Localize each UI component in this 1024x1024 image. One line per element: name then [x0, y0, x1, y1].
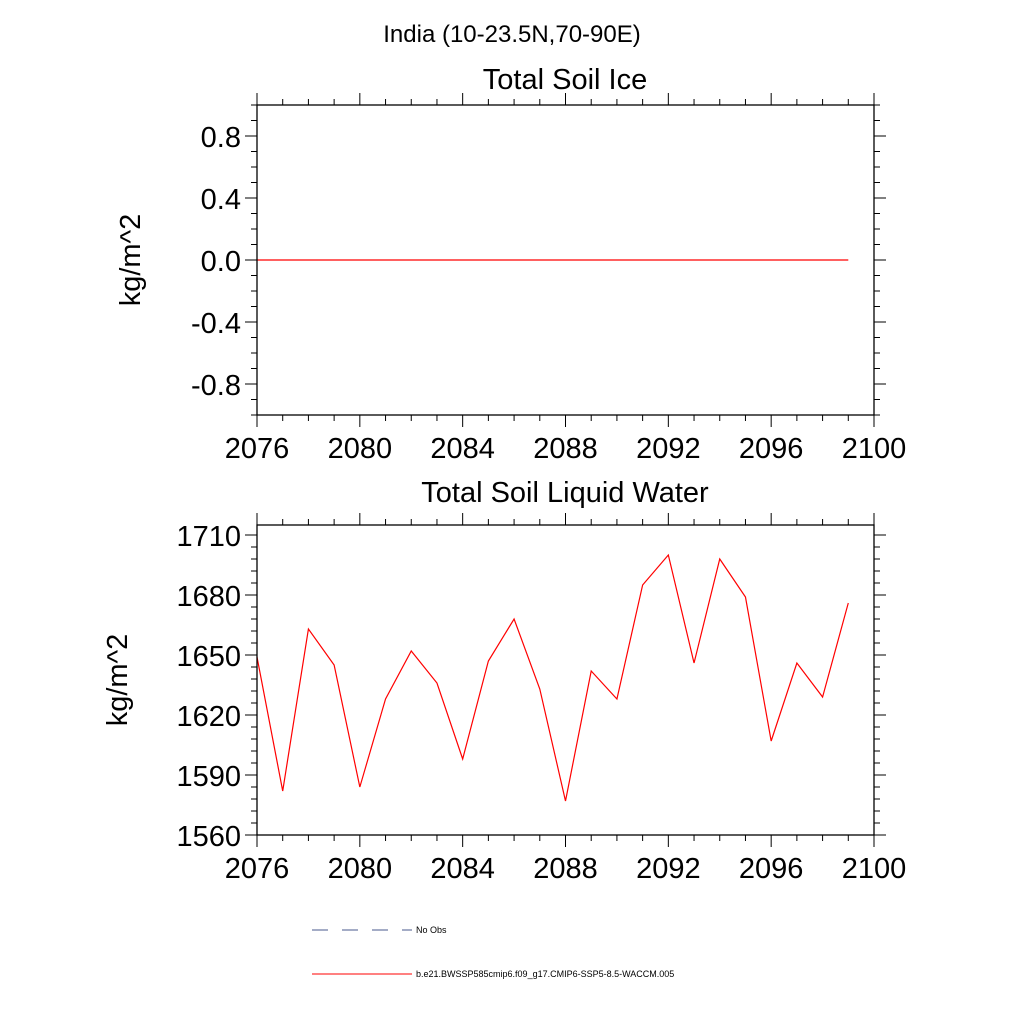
series-line	[256, 553, 849, 802]
tick-labels: 2076 2080 2084 2088 2092 2096 2100 0.8 0.4 0.0 -0.…	[191, 122, 906, 465]
y-tick-label: 1620	[176, 701, 241, 733]
y-axis-label: kg/m^2	[115, 214, 147, 307]
y-tick-label: 1680	[176, 581, 241, 613]
chart-title: Total Soil Ice	[483, 64, 647, 96]
x-tick-label: 2096	[739, 433, 804, 465]
x-tick-label: 2092	[636, 853, 701, 885]
y-tick-label: 1650	[176, 641, 241, 673]
x-tick-label: 2100	[842, 433, 907, 465]
series-lines	[256, 553, 849, 802]
x-tick-label: 2080	[328, 433, 393, 465]
x-tick-label: 2096	[739, 853, 804, 885]
y-tick-label: 1560	[176, 821, 241, 853]
legend-label-model: b.e21.BWSSP585cmip6.f09_g17.CMIP6-SSP5-8…	[416, 969, 674, 979]
x-tick-label: 2076	[225, 853, 290, 885]
y-tick-label: 0.8	[201, 122, 241, 154]
y-axis-label: kg/m^2	[102, 634, 134, 727]
axis-ticks	[245, 93, 886, 427]
y-tick-label: -0.4	[191, 308, 241, 340]
chart-title: Total Soil Liquid Water	[421, 477, 709, 509]
panel-total-soil-liquid-water: Total Soil Liquid Water kg/m^2 2076 2080 2…	[102, 477, 906, 885]
region-title: India (10-23.5N,70-90E)	[383, 21, 640, 48]
x-tick-label: 2100	[842, 853, 907, 885]
x-tick-label: 2076	[225, 433, 290, 465]
x-tick-label: 2080	[328, 853, 393, 885]
x-tick-label: 2088	[533, 433, 598, 465]
x-tick-label: 2084	[430, 433, 495, 465]
y-tick-label: -0.8	[191, 370, 241, 402]
plot-frame	[256, 524, 875, 836]
y-tick-label: 0.0	[201, 246, 241, 278]
tick-labels: 2076 2080 2084 2088 2092 2096 2100 1710 1680 1650…	[176, 521, 906, 885]
y-tick-label: 0.4	[201, 184, 241, 216]
x-tick-label: 2084	[430, 853, 495, 885]
plot-frame	[256, 104, 875, 416]
legend: No Obs b.e21.BWSSP585cmip6.f09_g17.CMIP6…	[312, 925, 674, 979]
axis-ticks	[245, 513, 886, 847]
panel-total-soil-ice: Total Soil Ice kg/m^2 2076 2080 2084 2088 20…	[115, 64, 906, 465]
legend-label-no-obs: No Obs	[416, 925, 447, 935]
y-tick-label: 1710	[176, 521, 241, 553]
y-tick-label: 1590	[176, 761, 241, 793]
x-tick-label: 2088	[533, 853, 598, 885]
x-tick-label: 2092	[636, 433, 701, 465]
